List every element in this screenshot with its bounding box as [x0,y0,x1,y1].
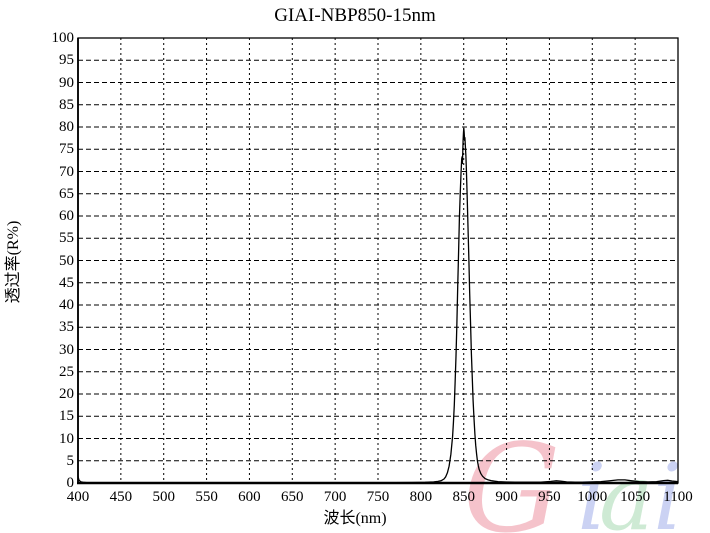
watermark-letter: G [463,418,561,533]
y-axis-title: 透过率(R%) [5,220,22,304]
watermark-letter: i [577,444,607,533]
chart-title: GIAI-NBP850-15nm [274,5,436,26]
watermark-letter: a [599,444,654,533]
x-axis-title: 波长(nm) [323,510,387,527]
transmission-curve [77,127,679,484]
